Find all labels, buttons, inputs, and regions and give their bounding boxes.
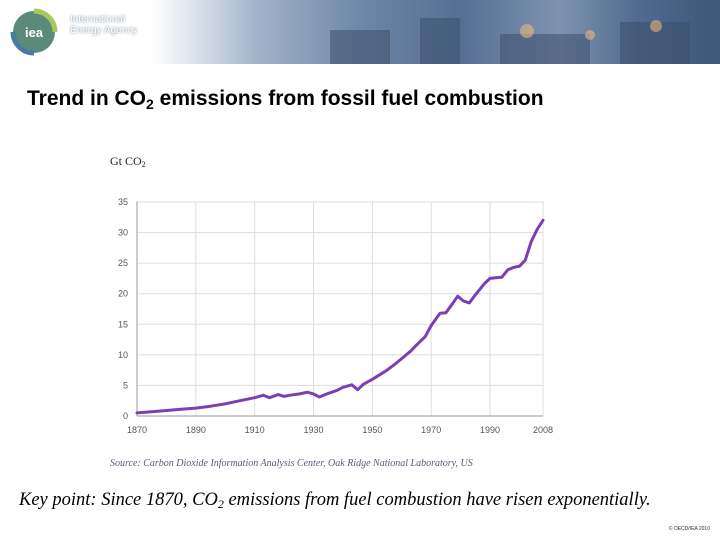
data-point bbox=[136, 412, 138, 414]
data-point bbox=[239, 399, 241, 402]
data-point bbox=[483, 283, 486, 285]
y-tick-label: 5 bbox=[123, 380, 128, 390]
data-point bbox=[495, 277, 497, 279]
banner-skyline bbox=[500, 34, 590, 64]
y-tick-label: 0 bbox=[123, 411, 128, 421]
data-point bbox=[351, 384, 353, 386]
slide-title: Trend in CO2 emissions from fossil fuel … bbox=[27, 87, 544, 112]
x-tick-label: 1890 bbox=[186, 425, 206, 435]
iea-logo-icon[interactable]: iea bbox=[10, 8, 58, 56]
keypoint-suffix: emissions from fuel combustion have rise… bbox=[223, 490, 651, 510]
data-point bbox=[209, 405, 212, 408]
data-point bbox=[224, 403, 227, 405]
data-point bbox=[451, 303, 453, 306]
header-banner: iea International Energy Agency bbox=[0, 0, 720, 64]
data-point bbox=[195, 407, 197, 409]
data-point bbox=[439, 312, 441, 315]
banner-skyline bbox=[330, 30, 390, 64]
data-point bbox=[395, 362, 397, 365]
data-point bbox=[415, 344, 418, 346]
y-unit-prefix: Gt CO bbox=[110, 154, 142, 168]
data-point bbox=[518, 265, 521, 268]
y-tick-label: 20 bbox=[118, 289, 128, 299]
data-point bbox=[268, 396, 271, 399]
data-point bbox=[165, 409, 168, 412]
data-point bbox=[424, 335, 427, 338]
data-point bbox=[306, 391, 309, 394]
banner-light bbox=[585, 30, 595, 40]
data-point bbox=[462, 300, 465, 302]
y-tick-label: 30 bbox=[118, 228, 128, 238]
data-point bbox=[327, 392, 330, 395]
data-point bbox=[409, 350, 412, 353]
keypoint-prefix: Key point: Since 1870, CO bbox=[19, 490, 218, 510]
banner-light bbox=[650, 20, 662, 32]
data-point bbox=[253, 396, 256, 399]
title-suffix: emissions from fossil fuel combustion bbox=[153, 87, 544, 110]
data-point bbox=[371, 378, 374, 381]
data-point bbox=[283, 395, 285, 398]
x-tick-label: 1930 bbox=[304, 425, 324, 435]
data-point bbox=[468, 302, 471, 304]
data-point bbox=[277, 393, 280, 396]
y-axis-unit-label: Gt CO2 bbox=[110, 154, 146, 169]
data-point bbox=[430, 324, 433, 327]
data-point bbox=[180, 408, 182, 411]
org-name: International Energy Agency bbox=[70, 14, 160, 36]
data-point bbox=[262, 394, 265, 397]
series-line-co2-emissions bbox=[135, 218, 545, 415]
y-tick-label: 15 bbox=[118, 319, 128, 329]
data-point bbox=[456, 295, 459, 298]
data-point bbox=[318, 396, 321, 398]
y-tick-label: 25 bbox=[118, 258, 128, 268]
source-note: Source: Carbon Dioxide Information Analy… bbox=[110, 458, 473, 469]
data-point bbox=[289, 394, 291, 397]
x-tick-label: 1950 bbox=[362, 425, 382, 435]
data-point bbox=[445, 311, 447, 314]
data-point bbox=[362, 383, 365, 386]
x-tick-label: 1870 bbox=[127, 425, 147, 435]
data-point bbox=[298, 393, 300, 395]
data-point bbox=[501, 276, 503, 279]
y-tick-label: 35 bbox=[118, 197, 128, 207]
data-point bbox=[356, 388, 359, 391]
data-point bbox=[524, 259, 527, 261]
data-point bbox=[512, 266, 515, 269]
key-point: Key point: Since 1870, CO2 emissions fro… bbox=[19, 490, 651, 512]
org-name-line2: Energy Agency bbox=[70, 25, 138, 36]
logo-text: iea bbox=[25, 25, 44, 40]
org-name-line1: International bbox=[70, 14, 126, 25]
x-tick-label: 1990 bbox=[480, 425, 500, 435]
data-point bbox=[506, 269, 509, 271]
data-point bbox=[401, 357, 403, 360]
y-unit-subscript: 2 bbox=[141, 160, 146, 169]
x-tick-label: 1910 bbox=[245, 425, 265, 435]
y-tick-label: 10 bbox=[118, 350, 128, 360]
data-point bbox=[150, 410, 153, 413]
keypoint-subscript: 2 bbox=[217, 497, 224, 511]
data-point bbox=[312, 393, 315, 395]
data-point bbox=[536, 228, 538, 231]
data-point bbox=[474, 294, 477, 296]
data-point bbox=[530, 240, 532, 243]
banner-skyline bbox=[420, 18, 460, 64]
copyright: © OECD/IEA 2010 bbox=[668, 526, 710, 532]
plot-frame bbox=[136, 201, 544, 417]
data-point bbox=[342, 386, 344, 389]
title-subscript: 2 bbox=[146, 96, 154, 112]
banner-light bbox=[520, 24, 534, 38]
data-point bbox=[542, 219, 544, 222]
x-tick-label: 2008 bbox=[533, 425, 553, 435]
data-point bbox=[489, 277, 491, 280]
title-prefix: Trend in CO bbox=[27, 87, 147, 110]
x-tick-label: 1970 bbox=[421, 425, 441, 435]
data-point bbox=[380, 373, 383, 375]
data-point bbox=[386, 369, 388, 371]
data-point bbox=[336, 389, 338, 392]
